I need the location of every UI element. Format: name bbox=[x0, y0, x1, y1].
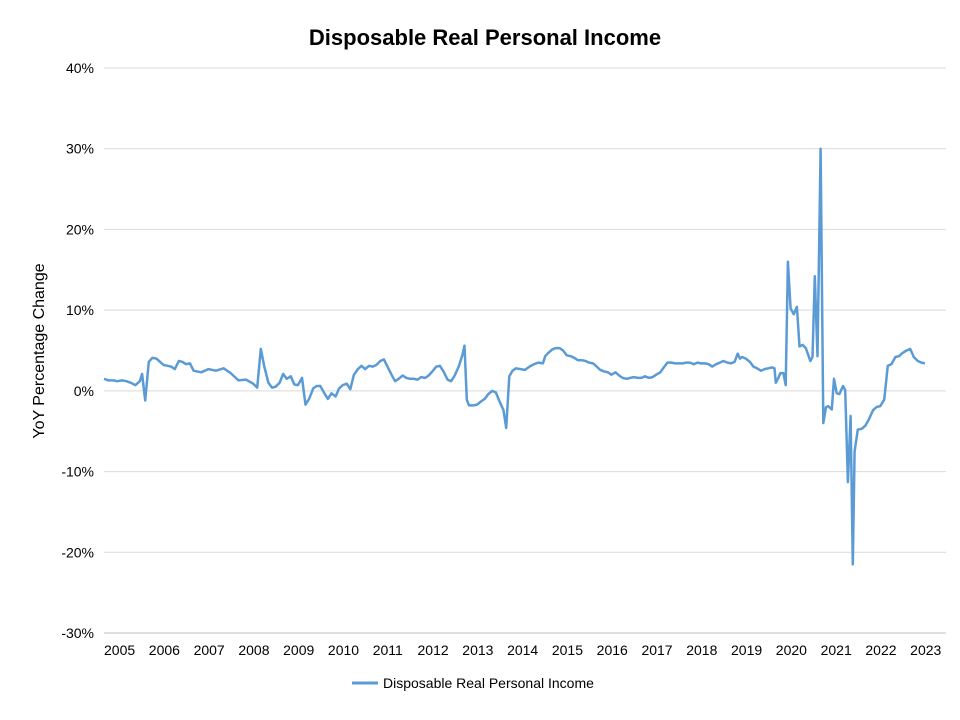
series-lines bbox=[103, 147, 926, 566]
x-tick-label: 2006 bbox=[149, 642, 180, 658]
x-axis-ticks: 2005 2006 2007 2008 2009 2010 2011 2012 2013 2014… bbox=[104, 642, 942, 658]
x-tick-label: 2016 bbox=[597, 642, 628, 658]
y-axis-ticks: 40% 30% 20% 10% 0% -10% -20% -30% bbox=[61, 60, 94, 641]
x-tick-label: 2022 bbox=[865, 642, 896, 658]
y-tick-label: 40% bbox=[66, 60, 94, 76]
legend-label: Disposable Real Personal Income bbox=[383, 675, 594, 691]
y-tick-label: -30% bbox=[61, 625, 94, 641]
x-tick-label: 2013 bbox=[462, 642, 493, 658]
x-tick-label: 2012 bbox=[418, 642, 449, 658]
y-tick-label: -10% bbox=[61, 464, 94, 480]
gridlines bbox=[104, 67, 946, 634]
x-tick-label: 2010 bbox=[328, 642, 359, 658]
legend: Disposable Real Personal Income bbox=[352, 675, 594, 691]
y-tick-label: 10% bbox=[66, 302, 94, 318]
x-tick-label: 2018 bbox=[686, 642, 717, 658]
x-tick-label: 2020 bbox=[776, 642, 807, 658]
x-tick-label: 2021 bbox=[821, 642, 852, 658]
x-tick-label: 2005 bbox=[104, 642, 135, 658]
y-tick-label: -20% bbox=[61, 544, 94, 560]
chart-title: Disposable Real Personal Income bbox=[309, 25, 661, 50]
x-tick-label: 2017 bbox=[641, 642, 672, 658]
y-tick-label: 20% bbox=[66, 221, 94, 237]
y-tick-label: 30% bbox=[66, 141, 94, 157]
x-tick-label: 2008 bbox=[238, 642, 269, 658]
x-tick-label: 2011 bbox=[373, 642, 403, 658]
series-line bbox=[103, 147, 926, 566]
x-tick-label: 2019 bbox=[731, 642, 762, 658]
x-tick-label: 2023 bbox=[910, 642, 941, 658]
x-tick-label: 2007 bbox=[194, 642, 225, 658]
y-axis-label: YoY Percentage Change bbox=[31, 263, 48, 438]
x-tick-label: 2009 bbox=[283, 642, 314, 658]
y-tick-label: 0% bbox=[74, 383, 94, 399]
x-tick-label: 2014 bbox=[507, 642, 538, 658]
x-tick-label: 2015 bbox=[552, 642, 583, 658]
